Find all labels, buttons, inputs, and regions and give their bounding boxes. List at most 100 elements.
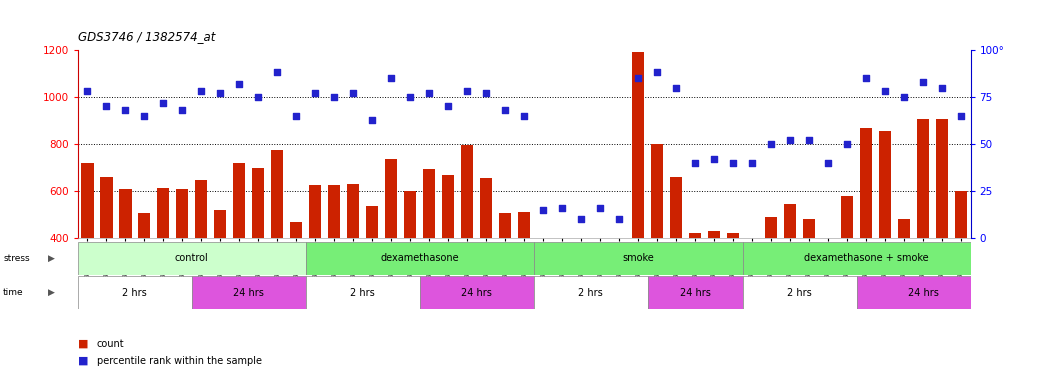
Point: [269, 70, 285, 76]
Bar: [306, 276, 419, 309]
Bar: [195, 180, 208, 332]
Bar: [651, 144, 663, 332]
Point: [877, 88, 894, 94]
Bar: [689, 233, 702, 332]
Point: [250, 94, 267, 100]
Point: [402, 94, 418, 100]
Text: smoke: smoke: [622, 253, 654, 263]
Point: [610, 216, 627, 222]
Point: [800, 137, 817, 143]
Text: 24 hrs: 24 hrs: [907, 288, 938, 298]
Bar: [81, 163, 93, 332]
Bar: [309, 185, 322, 332]
Bar: [119, 189, 132, 332]
Point: [554, 205, 571, 211]
Bar: [936, 119, 948, 332]
Bar: [534, 276, 648, 309]
Bar: [347, 184, 359, 332]
Point: [687, 160, 704, 166]
Bar: [841, 196, 853, 332]
Bar: [898, 219, 910, 332]
Bar: [594, 305, 606, 332]
Text: ■: ■: [78, 339, 88, 349]
Point: [896, 94, 912, 100]
Text: 2 hrs: 2 hrs: [787, 288, 812, 298]
Text: dexamethasone: dexamethasone: [380, 253, 459, 263]
Bar: [271, 150, 283, 332]
Point: [98, 103, 114, 109]
Bar: [404, 191, 416, 332]
Point: [117, 107, 134, 113]
Bar: [746, 309, 759, 332]
Bar: [100, 177, 112, 332]
Point: [136, 113, 153, 119]
Text: percentile rank within the sample: percentile rank within the sample: [97, 356, 262, 366]
Point: [440, 103, 457, 109]
Bar: [727, 233, 739, 332]
Bar: [765, 217, 777, 332]
Bar: [157, 187, 169, 332]
Point: [744, 160, 761, 166]
Bar: [328, 185, 340, 332]
Bar: [822, 309, 835, 332]
Point: [535, 207, 551, 213]
Bar: [385, 159, 398, 332]
Bar: [419, 276, 534, 309]
Point: [497, 107, 514, 113]
Point: [763, 141, 780, 147]
Text: count: count: [97, 339, 125, 349]
Text: 24 hrs: 24 hrs: [234, 288, 265, 298]
Point: [725, 160, 741, 166]
Point: [364, 116, 381, 122]
Bar: [784, 204, 796, 332]
Point: [79, 88, 95, 94]
Bar: [534, 242, 742, 275]
Bar: [803, 219, 815, 332]
Point: [782, 137, 798, 143]
Point: [630, 75, 647, 81]
Bar: [176, 189, 189, 332]
Point: [231, 81, 248, 87]
Text: control: control: [175, 253, 209, 263]
Point: [839, 141, 855, 147]
Bar: [78, 276, 192, 309]
Point: [706, 156, 722, 162]
Text: 24 hrs: 24 hrs: [680, 288, 711, 298]
Point: [174, 107, 191, 113]
Bar: [632, 52, 645, 332]
Text: 24 hrs: 24 hrs: [461, 288, 492, 298]
Point: [383, 75, 400, 81]
Bar: [138, 214, 151, 332]
Point: [934, 84, 951, 91]
Bar: [461, 145, 473, 332]
Bar: [648, 276, 742, 309]
Bar: [480, 178, 492, 332]
Bar: [955, 191, 967, 332]
Point: [459, 88, 475, 94]
Bar: [499, 214, 512, 332]
Text: time: time: [3, 288, 24, 297]
Bar: [670, 177, 682, 332]
Text: ▶: ▶: [48, 254, 55, 263]
Point: [288, 113, 304, 119]
Point: [477, 90, 494, 96]
Bar: [214, 210, 226, 332]
Text: ■: ■: [78, 356, 88, 366]
Bar: [575, 310, 588, 332]
Bar: [917, 119, 929, 332]
Text: stress: stress: [3, 254, 30, 263]
Bar: [742, 242, 989, 275]
Text: ▶: ▶: [48, 288, 55, 297]
Bar: [366, 206, 379, 332]
Bar: [708, 231, 720, 332]
Bar: [290, 222, 302, 332]
Bar: [306, 242, 534, 275]
Text: 2 hrs: 2 hrs: [122, 288, 147, 298]
Text: dexamethasone + smoke: dexamethasone + smoke: [803, 253, 928, 263]
Bar: [234, 163, 245, 332]
Bar: [742, 276, 856, 309]
Bar: [879, 131, 892, 332]
Point: [345, 90, 361, 96]
Text: 2 hrs: 2 hrs: [578, 288, 603, 298]
Point: [592, 205, 608, 211]
